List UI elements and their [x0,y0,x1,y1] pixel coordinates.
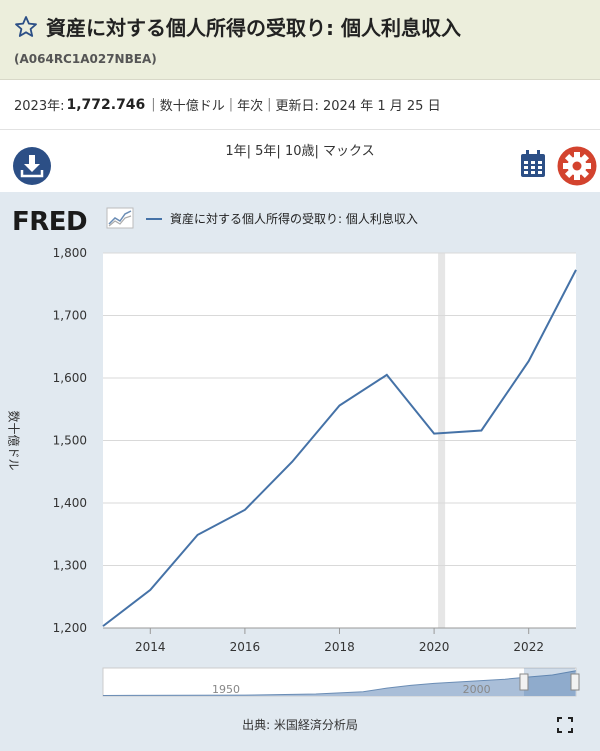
legend-label: 資産に対する個人所得の受取り: 個人利息収入 [170,212,418,226]
download-icon[interactable] [12,146,52,186]
fred-logo: FRED [12,207,88,237]
page-title: 資産に対する個人所得の受取り: 個人利息収入 [46,16,461,40]
units-label: 数十億ドル [159,99,225,114]
range-5y-button[interactable]: 5年 [255,144,277,159]
chart-panel: FRED 資産に対する個人所得の受取り: 個人利息収入 [0,192,600,751]
star-icon[interactable] [14,15,38,39]
summary-bar: 2023年: 1,772.746 | 数十億ドル | 年次 | 更新日: 202… [0,80,600,130]
series-header: 資産に対する個人所得の受取り: 個人利息収入 (A064RC1A027NBEA) [0,0,600,80]
latest-value: 1,772.746 [66,96,146,113]
separator: | [151,97,156,112]
y-axis-label: 数十億ドル [6,410,21,471]
separator: | [314,144,319,159]
series-id: (A064RC1A027NBEA) [14,52,157,66]
calendar-icon[interactable] [520,150,546,178]
range-max-button[interactable]: マックス [323,144,375,159]
source-label: 出典: 米国経済分析局 [242,718,358,732]
updated-label: 更新日: 2024 年 1 月 25 日 [275,99,441,114]
fred-graph-icon [106,207,134,229]
legend-swatch [146,217,162,220]
frequency-label: 年次 [237,99,264,114]
latest-year-label: 2023年: [14,99,65,114]
date-range-selector: 1年| 5年| 10歳| マックス [0,140,600,159]
settings-gear-icon[interactable] [557,146,597,186]
fullscreen-icon[interactable] [557,717,573,733]
range-1y-button[interactable]: 1年 [225,144,247,159]
range-10y-button[interactable]: 10歳 [284,144,315,159]
separator: | [267,97,272,112]
separator: | [228,97,234,112]
separator: | [276,144,281,159]
chart-legend: 資産に対する個人所得の受取り: 個人利息収入 [146,210,418,227]
toolbar: 1年| 5年| 10歳| マックス [0,130,600,190]
separator: | [246,144,251,159]
